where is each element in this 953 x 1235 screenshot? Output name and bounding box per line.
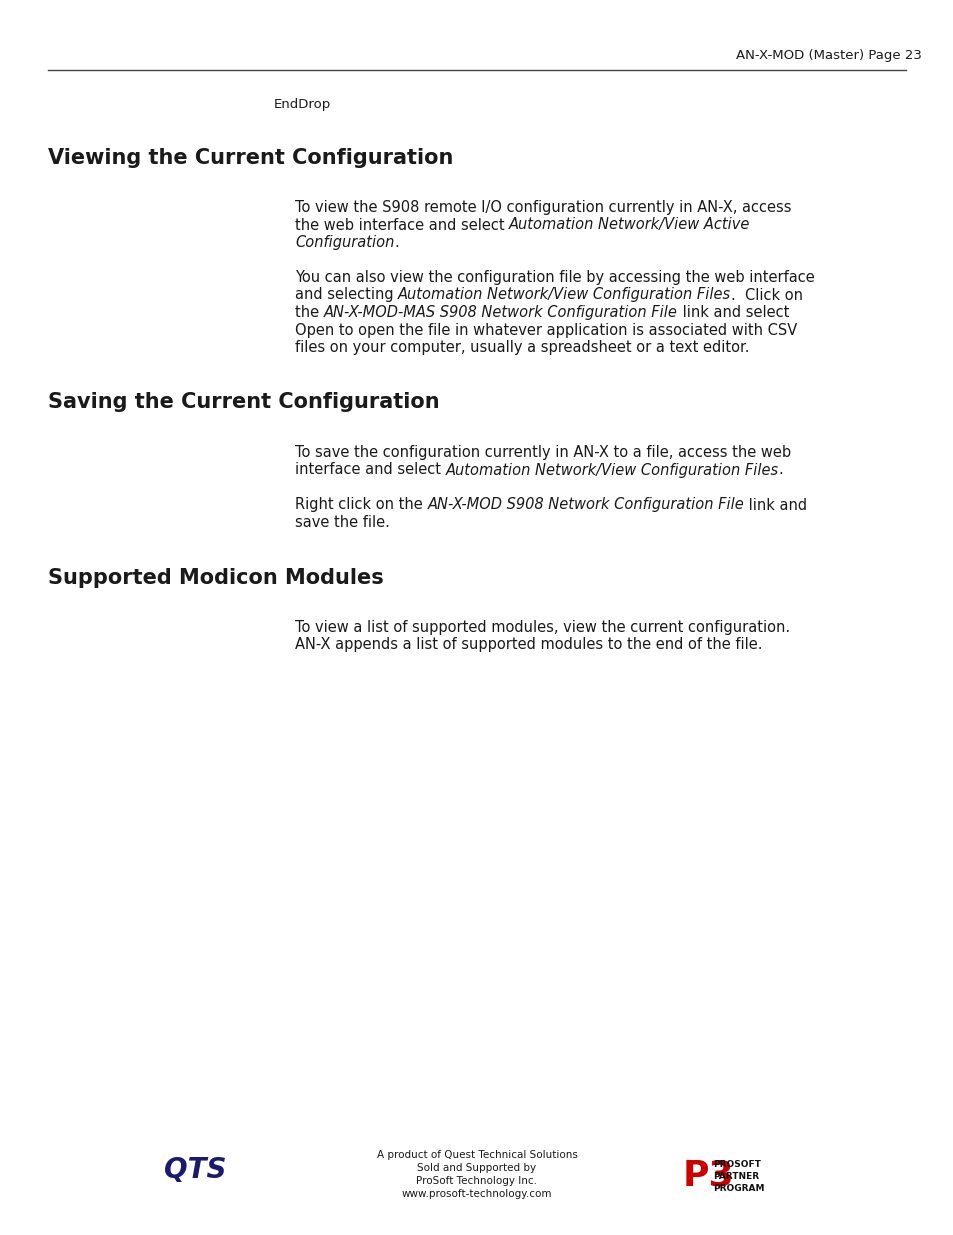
Text: .: . xyxy=(778,462,782,478)
Text: Automation Network/View Active: Automation Network/View Active xyxy=(509,217,750,232)
Text: AN-X appends a list of supported modules to the end of the file.: AN-X appends a list of supported modules… xyxy=(294,637,761,652)
Text: link and select: link and select xyxy=(677,305,788,320)
Text: interface and select: interface and select xyxy=(294,462,445,478)
Text: the web interface and select: the web interface and select xyxy=(294,217,509,232)
Text: To view the S908 remote I/O configuration currently in AN-X, access: To view the S908 remote I/O configuratio… xyxy=(294,200,791,215)
Text: Sold and Supported by: Sold and Supported by xyxy=(417,1163,536,1173)
Text: the: the xyxy=(294,305,323,320)
Text: To view a list of supported modules, view the current configuration.: To view a list of supported modules, vie… xyxy=(294,620,789,635)
Text: Automation Network/View Configuration Files: Automation Network/View Configuration Fi… xyxy=(397,288,731,303)
Text: To save the configuration currently in AN-X to a file, access the web: To save the configuration currently in A… xyxy=(294,445,790,459)
Text: .  Click on: . Click on xyxy=(731,288,802,303)
Text: ProSoft Technology Inc.: ProSoft Technology Inc. xyxy=(416,1176,537,1186)
Text: save the file.: save the file. xyxy=(294,515,390,530)
Text: Viewing the Current Configuration: Viewing the Current Configuration xyxy=(48,148,453,168)
Text: www.prosoft-technology.com: www.prosoft-technology.com xyxy=(401,1189,552,1199)
Text: QTS: QTS xyxy=(164,1156,226,1184)
Text: Configuration: Configuration xyxy=(294,235,394,249)
Text: AN-X-MOD S908 Network Configuration File: AN-X-MOD S908 Network Configuration File xyxy=(427,498,743,513)
Text: .: . xyxy=(394,235,398,249)
Text: Open to open the file in whatever application is associated with CSV: Open to open the file in whatever applic… xyxy=(294,322,797,337)
Text: PARTNER: PARTNER xyxy=(712,1172,759,1181)
Text: You can also view the configuration file by accessing the web interface: You can also view the configuration file… xyxy=(294,270,814,285)
Text: link and: link and xyxy=(743,498,806,513)
Text: Automation Network/View Configuration Files: Automation Network/View Configuration Fi… xyxy=(445,462,778,478)
Text: AN-X-MOD-MAS S908 Network Configuration File: AN-X-MOD-MAS S908 Network Configuration … xyxy=(323,305,677,320)
Text: and selecting: and selecting xyxy=(294,288,397,303)
Text: Supported Modicon Modules: Supported Modicon Modules xyxy=(48,568,383,588)
Text: EndDrop: EndDrop xyxy=(274,98,331,111)
Text: PROSOFT: PROSOFT xyxy=(712,1160,760,1170)
Text: Right click on the: Right click on the xyxy=(294,498,427,513)
Text: P3: P3 xyxy=(682,1158,734,1192)
Text: files on your computer, usually a spreadsheet or a text editor.: files on your computer, usually a spread… xyxy=(294,340,749,354)
Text: Saving the Current Configuration: Saving the Current Configuration xyxy=(48,393,439,412)
Text: A product of Quest Technical Solutions: A product of Quest Technical Solutions xyxy=(376,1150,577,1160)
Text: AN-X-MOD (Master) Page 23: AN-X-MOD (Master) Page 23 xyxy=(736,48,921,62)
Text: PROGRAM: PROGRAM xyxy=(712,1184,763,1193)
